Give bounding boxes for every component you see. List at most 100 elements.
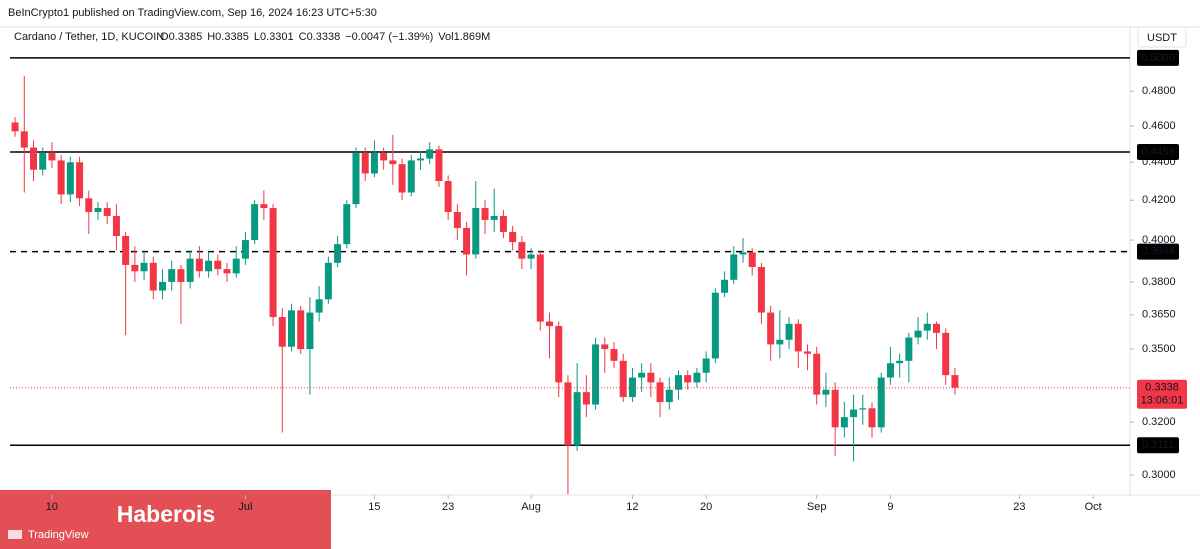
candle-body (813, 353, 821, 395)
candle-body (260, 204, 268, 209)
candle-body (232, 258, 240, 274)
candle-body (767, 312, 775, 345)
candle-body (536, 254, 544, 322)
x-tick-label: Jul (238, 501, 252, 513)
x-tick-label: 20 (700, 501, 712, 513)
candle-body (20, 131, 28, 148)
candle-body (463, 227, 471, 255)
candle-body (472, 208, 480, 255)
candle-body (407, 160, 415, 193)
y-tick-label: 0.4800 (1142, 85, 1176, 97)
x-tick-label: 23 (1013, 501, 1025, 513)
candle-body (278, 317, 286, 347)
candle-body (647, 372, 655, 383)
candle-body (444, 181, 452, 212)
candle-body (241, 240, 249, 259)
legend-label: Vol (438, 31, 453, 43)
candle-body (518, 242, 526, 259)
candle-body (923, 323, 931, 331)
candle-body (361, 153, 369, 174)
candle-body (453, 211, 461, 228)
level-label-box (1137, 243, 1179, 260)
candle-body (370, 153, 378, 174)
candle-body (112, 215, 120, 236)
last-price-box (1137, 379, 1187, 409)
level-label-box (1137, 437, 1179, 454)
candle-body (103, 208, 111, 216)
level-label-box (1137, 49, 1179, 66)
candle-body (435, 149, 443, 182)
legend-label: L (254, 31, 260, 43)
candle-body (269, 208, 277, 318)
candle-body (803, 351, 811, 354)
candle-body (490, 215, 498, 220)
candle-body (306, 312, 314, 350)
candle-body (398, 164, 406, 193)
candle-body (840, 417, 848, 428)
candle-body (555, 326, 563, 383)
candle-body (11, 122, 19, 132)
candle-body (168, 269, 176, 282)
candle-body (628, 377, 636, 398)
candle-body (831, 389, 839, 428)
candle-body (656, 382, 664, 403)
candle-body (877, 377, 885, 428)
candle-body (324, 262, 332, 300)
candle-body (158, 281, 166, 291)
level-label: 0.4456 (1141, 146, 1175, 158)
candle-body (757, 267, 765, 313)
candle-body (702, 358, 710, 373)
legend-value: 1.869M (454, 31, 491, 43)
candle-body (730, 254, 738, 280)
x-tick-label: 12 (626, 501, 638, 513)
candle-body (905, 337, 913, 361)
candle-body (665, 389, 673, 403)
candle-body (177, 269, 185, 282)
symbol-title: Cardano / Tether, 1D, KUCOIN (14, 31, 164, 43)
x-tick-label: Aug (521, 501, 541, 513)
legend-value: 0.3301 (260, 31, 294, 43)
legend-value: 0.3338 (307, 31, 341, 43)
candle-body (149, 262, 157, 291)
candle-body (859, 408, 867, 410)
legend-value: 0.3385 (215, 31, 249, 43)
candle-body (619, 360, 627, 398)
candle-body (693, 372, 701, 383)
candle-body (389, 160, 397, 165)
candle-body (886, 363, 894, 378)
plot (10, 57, 1130, 495)
candle-body (942, 332, 950, 376)
legend-label: C (299, 31, 307, 43)
candle-body (287, 310, 295, 347)
currency-box[interactable] (1137, 26, 1187, 48)
brand: TradingView (28, 529, 89, 541)
candle-body (711, 292, 719, 359)
candle-body (214, 260, 222, 270)
candle-body (739, 252, 747, 255)
level-label: 0.5000 (1141, 52, 1175, 64)
candle-body (57, 160, 65, 195)
candle-body (776, 339, 784, 345)
legend-value: −0.0047 (−1.39%) (345, 31, 433, 43)
candle-body (334, 244, 342, 263)
candle-body (195, 258, 203, 272)
x-tick-label: Sep (807, 501, 827, 513)
countdown: 13:06:01 (1141, 395, 1184, 407)
candle-body (315, 299, 323, 313)
y-tick-label: 0.3000 (1142, 469, 1176, 481)
x-tick-label: 23 (442, 501, 454, 513)
candle-body (94, 208, 102, 212)
candle-body (914, 330, 922, 338)
level-label-box (1137, 143, 1179, 160)
candle-body (343, 204, 351, 245)
candle-body (29, 147, 37, 170)
candle-body (868, 408, 876, 428)
candle-body (932, 323, 940, 333)
candle-body (822, 389, 830, 395)
candle-body (785, 323, 793, 340)
candle-body (122, 235, 130, 265)
candle-body (140, 262, 148, 272)
candle-body (352, 153, 360, 205)
candle-body (416, 158, 424, 161)
